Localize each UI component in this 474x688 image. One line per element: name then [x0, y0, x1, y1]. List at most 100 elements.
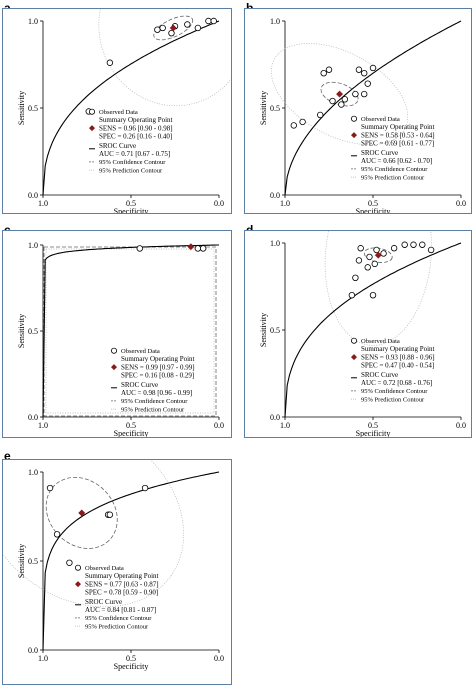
- legend-pred-b: 95% Prediction Contour: [361, 174, 425, 181]
- legend-observed-marker-d: [351, 337, 358, 344]
- y-axis-label-d: Sensitivity: [259, 313, 268, 347]
- observed-point-d: [427, 246, 435, 254]
- chart-svg-e: 0.0 0.5 1.0 1.0 0.5 0.0 Specificity Sensitivity…: [3, 460, 224, 671]
- legend-summary-e: Summary Operating Point: [85, 572, 159, 580]
- observed-point-d: [401, 241, 408, 248]
- y-tick-label-e: 0.0: [28, 646, 38, 655]
- x-tick-label-c: 1.0: [38, 421, 48, 430]
- x-tick-label-e: 0.5: [126, 654, 136, 663]
- x-axis-label-e: Specificity: [114, 662, 149, 671]
- y-tick-label-c: 0.0: [28, 413, 38, 422]
- legend-sroc-a: SROC Curve: [99, 142, 136, 150]
- summary-point-d: [374, 251, 382, 259]
- observed-point-b: [329, 97, 336, 105]
- x-tick-label-e: 1.0: [38, 654, 48, 663]
- observed-point-b: [360, 90, 368, 98]
- y-axis-label-c: Sensitivity: [17, 314, 26, 348]
- observed-point-e: [66, 559, 73, 566]
- legend-pred-d: 95% Prediction Contour: [361, 396, 425, 403]
- legend-observed-e: Observed Data: [85, 565, 124, 572]
- legend-sens-a: SENS = 0.96 [0.90 - 0.98]: [99, 124, 173, 132]
- legend-sroc-c: SROC Curve: [121, 381, 158, 389]
- observed-point-c: [199, 245, 207, 252]
- legend-auc-e: AUC = 0.84 [0.81 - 0.87]: [85, 606, 156, 614]
- observed-point-b: [320, 69, 327, 77]
- legend-summary-marker-e: [75, 581, 81, 588]
- x-tick-label-a: 1.0: [38, 199, 48, 208]
- y-tick-label-e: 0.5: [28, 557, 38, 566]
- chart-panel-e: 0.0 0.5 1.0 1.0 0.5 0.0 Specificity Sensitivity…: [2, 459, 232, 685]
- legend-conf-b: 95% Confidence Contour: [361, 166, 428, 173]
- y-axis-label-b: Sensitivity: [259, 91, 268, 125]
- legend-spec-d: SPEC = 0.47 [0.40 - 0.54]: [361, 362, 434, 370]
- observed-point-b: [299, 118, 306, 126]
- legend-observed-a: Observed Data: [99, 109, 138, 116]
- prediction-contour-e: [3, 460, 185, 608]
- observed-point-d: [419, 241, 426, 248]
- x-tick-label-d: 1.0: [280, 421, 290, 430]
- observed-point-d: [410, 241, 417, 248]
- sroc-curve-d: [284, 242, 462, 418]
- legend-pred-a: 95% Prediction Contour: [99, 167, 163, 174]
- prediction-contour-b: [271, 43, 409, 146]
- observed-point-c: [194, 245, 202, 252]
- sroc-curve-a: [42, 20, 220, 196]
- x-axis-label-a: Specificity: [114, 207, 149, 213]
- chart-panel-b: 0.0 0.5 1.0 1.0 0.5 0.0 Specificity Sensitivity…: [244, 8, 472, 214]
- observed-point-b: [290, 122, 297, 129]
- y-tick-label-a: 1.0: [28, 17, 38, 26]
- legend-sroc-e: SROC Curve: [85, 598, 122, 606]
- panel-label-e: e: [4, 449, 11, 463]
- legend-observed-marker-e: [75, 564, 82, 571]
- observed-point-b: [360, 69, 368, 77]
- legend-observed-b: Observed Data: [361, 116, 400, 123]
- legend-observed-marker-c: [111, 347, 118, 354]
- observed-point-d: [369, 291, 377, 299]
- observed-point-b: [341, 96, 349, 103]
- legend-spec-e: SPEC = 0.78 [0.59 - 0.90]: [85, 589, 158, 597]
- observed-point-d: [366, 253, 373, 261]
- legend-conf-a: 95% Confidence Contour: [99, 159, 166, 166]
- legend-auc-d: AUC = 0.72 [0.68 - 0.76]: [361, 379, 432, 387]
- confidence-contour-d: [363, 247, 393, 263]
- sroc-curve-b: [284, 20, 462, 196]
- legend-summary-marker-b: [351, 132, 357, 139]
- summary-point-b: [336, 90, 344, 98]
- x-tick-label-c: 0.5: [126, 421, 136, 430]
- legend-sens-d: SENS = 0.93 [0.88 - 0.96]: [361, 353, 435, 361]
- legend-spec-c: SPEC = 0.16 [0.08 - 0.29]: [121, 372, 194, 380]
- x-tick-label-b: 0.5: [368, 199, 378, 208]
- legend-conf-c: 95% Confidence Contour: [121, 398, 188, 405]
- observed-point-a: [106, 59, 114, 66]
- legend-observed-marker-a: [89, 108, 96, 115]
- observed-point-d: [371, 260, 378, 268]
- observed-point-e: [53, 531, 61, 538]
- y-tick-label-c: 1.0: [28, 241, 38, 250]
- summary-point-a: [169, 24, 177, 32]
- observed-point-a: [210, 17, 217, 25]
- observed-point-a: [194, 24, 202, 32]
- x-axis-label-c: Specificity: [114, 429, 149, 437]
- x-tick-label-d: 0.0: [456, 421, 466, 430]
- legend-summary-d: Summary Operating Point: [361, 345, 435, 353]
- legend-sens-b: SENS = 0.58 [0.53 - 0.64]: [361, 131, 435, 139]
- y-tick-label-b: 1.0: [270, 17, 280, 26]
- chart-svg-c: 0.0 0.5 1.0 1.0 0.5 0.0 Specificity Sensitivity…: [17, 241, 224, 437]
- legend-observed-c: Observed Data: [121, 348, 160, 355]
- observed-point-b: [364, 80, 371, 87]
- y-tick-label-b: 0.5: [270, 104, 280, 113]
- legend-pred-c: 95% Prediction Contour: [121, 406, 185, 413]
- legend-observed-d: Observed Data: [361, 338, 400, 345]
- chart-svg-d: 0.0 0.5 1.0 1.0 0.5 0.0 Specificity Sensitivity…: [259, 231, 466, 437]
- x-tick-label-b: 0.0: [456, 199, 466, 208]
- observed-point-d: [373, 246, 380, 254]
- summary-point-e: [78, 509, 86, 517]
- observed-point-d: [357, 245, 364, 252]
- observed-point-a: [168, 29, 175, 37]
- x-tick-label-b: 1.0: [280, 199, 290, 208]
- sroc-curve-e: [42, 471, 220, 651]
- chart-svg-b: 0.0 0.5 1.0 1.0 0.5 0.0 Specificity Sensitivity…: [259, 17, 466, 213]
- x-tick-label-a: 0.0: [214, 199, 224, 208]
- observed-point-d: [380, 250, 387, 257]
- legend-summary-c: Summary Operating Point: [121, 355, 195, 363]
